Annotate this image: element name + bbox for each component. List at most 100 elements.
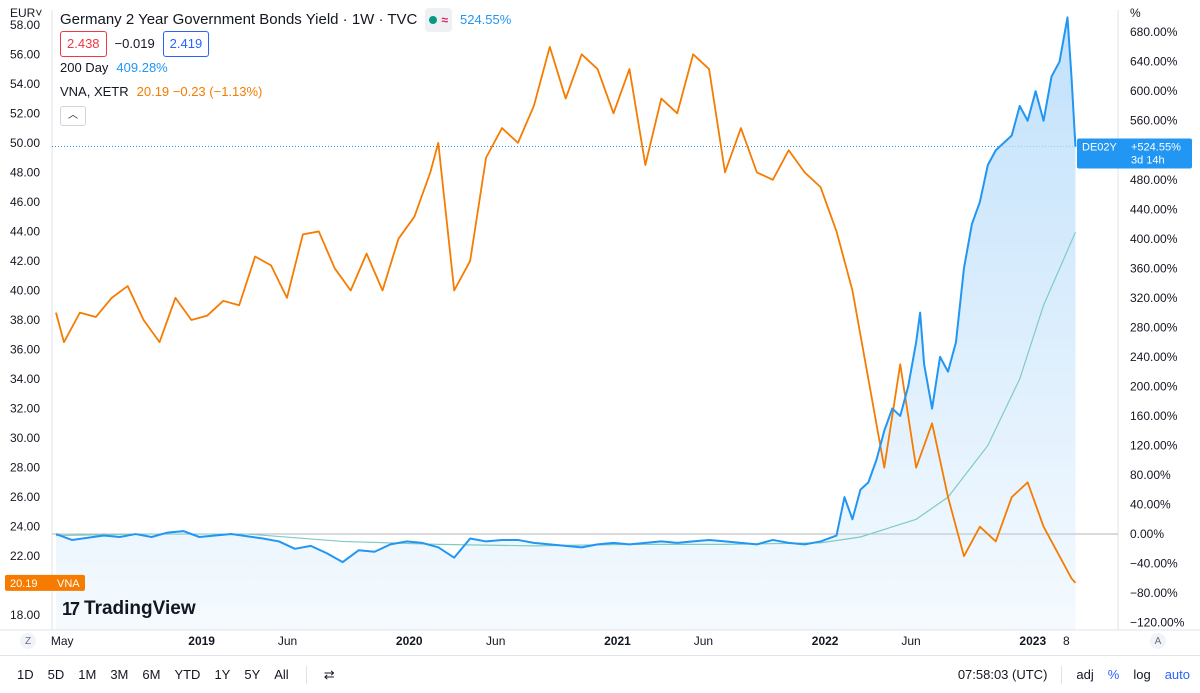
- toolbar-divider: [1061, 665, 1063, 684]
- yield-line: [55, 16, 1077, 564]
- y-left-tick-label: 32.00: [10, 402, 40, 416]
- range-buttons: 1D 5D 1M 3M 6M YTD 1Y 5Y All ⇄: [0, 665, 342, 684]
- y-right-tick-label: −120.00%: [1130, 616, 1185, 630]
- y-left-tick-label: 42.00: [10, 254, 40, 268]
- de02y-price-tag: [1077, 138, 1192, 169]
- compare-range-icon[interactable]: ⇄: [323, 666, 335, 682]
- vna-price-tag: [5, 574, 85, 591]
- legend-collapse-row: ︿: [60, 104, 511, 128]
- quote-values-row: 2.438 −0.019 2.419: [60, 31, 511, 57]
- x-tick-label: Jun: [486, 634, 505, 648]
- range-1d-button[interactable]: 1D: [17, 667, 34, 682]
- percent-scale-toggle[interactable]: %: [1107, 667, 1120, 682]
- sell-value-box[interactable]: 2.438: [60, 31, 107, 57]
- x-tick-label: May: [51, 634, 74, 648]
- y-left-tick-label: 34.00: [10, 372, 40, 386]
- y-left-tick-label: 22.00: [10, 549, 40, 563]
- range-1m-button[interactable]: 1M: [78, 667, 97, 682]
- ma-value: 409.28%: [116, 60, 168, 75]
- de02y-tag-change: +524.55%: [1131, 142, 1181, 154]
- compare-symbol-name: VNA, XETR: [60, 84, 129, 99]
- y-left-tick-label: 48.00: [10, 165, 40, 179]
- y-left-tick-label: 24.00: [10, 520, 40, 534]
- x-tick-label: Jun: [901, 634, 920, 648]
- ma-label: 200 Day: [60, 60, 109, 75]
- x-tick-label: 2021: [604, 634, 631, 648]
- range-6m-button[interactable]: 6M: [142, 667, 161, 682]
- y-left-tick-label: 56.00: [10, 47, 40, 61]
- x-tick-label: 2020: [396, 634, 423, 648]
- ma-legend[interactable]: 200 Day 409.28%: [60, 56, 511, 80]
- y-left-tick-label: 28.00: [10, 461, 40, 475]
- tradingview-logo-icon: 17: [62, 598, 80, 619]
- chevron-down-icon: ˅: [35, 6, 43, 20]
- x-tick-label: 8: [1063, 634, 1070, 648]
- x-tick-label: Jun: [694, 634, 713, 648]
- de02y-tag-countdown: 3d 14h: [1131, 155, 1165, 167]
- currency-label[interactable]: EUR˅: [10, 6, 43, 20]
- y-right-tick-label: 80.00%: [1130, 468, 1171, 482]
- clock-time[interactable]: 07:58:03 (UTC): [957, 667, 1048, 682]
- zoom-reset-button[interactable]: Z: [20, 633, 36, 649]
- vna-line: [55, 46, 1077, 584]
- auto-scale-toggle[interactable]: auto: [1164, 667, 1190, 682]
- compare-legend[interactable]: VNA, XETR 20.19 −0.23 (−1.13%): [60, 80, 511, 104]
- y-left-tick-label: 44.00: [10, 224, 40, 238]
- y-right-tick-label: 680.00%: [1130, 25, 1178, 39]
- series-title: Germany 2 Year Government Bonds Yield · …: [60, 11, 418, 28]
- y-right-tick-label: 400.00%: [1130, 232, 1178, 246]
- y-right-tick-label: 160.00%: [1130, 409, 1178, 423]
- spread-value: −0.019: [114, 36, 155, 51]
- collapse-legend-button[interactable]: ︿: [60, 106, 86, 126]
- tradingview-logo[interactable]: 17 TradingView: [62, 598, 196, 620]
- x-tick-label: 2022: [812, 634, 839, 648]
- chart-legend: Germany 2 Year Government Bonds Yield · …: [60, 8, 511, 128]
- ma-200-line: [55, 231, 1076, 547]
- chevron-up-icon: ︿: [68, 110, 78, 121]
- y-right-tick-label: −40.00%: [1130, 557, 1178, 571]
- x-tick-label: 2023: [1019, 634, 1046, 648]
- status-pill[interactable]: ≈: [425, 8, 452, 32]
- log-scale-toggle[interactable]: log: [1133, 667, 1151, 682]
- yield-area: [55, 17, 1076, 630]
- y-left-tick-label: 54.00: [10, 77, 40, 91]
- adjust-toggle[interactable]: adj: [1076, 667, 1094, 682]
- y-left-tick-label: 30.00: [10, 431, 40, 445]
- range-all-button[interactable]: All: [274, 667, 289, 682]
- range-ytd-button[interactable]: YTD: [174, 667, 201, 682]
- vna-tag-name: VNA: [57, 578, 80, 590]
- y-right-tick-label: 200.00%: [1130, 379, 1178, 393]
- y-right-tick-label: 120.00%: [1130, 438, 1178, 452]
- y-left-tick-label: 52.00: [10, 106, 40, 120]
- tradingview-logo-text: TradingView: [84, 598, 196, 619]
- y-right-tick-label: 480.00%: [1130, 173, 1178, 187]
- buy-value-box[interactable]: 2.419: [162, 31, 210, 57]
- auto-icon: A: [1154, 635, 1162, 647]
- x-tick-label: Jun: [278, 634, 297, 648]
- y-right-tick-label: 640.00%: [1130, 55, 1178, 69]
- percent-unit-label: %: [1130, 6, 1141, 20]
- y-right-tick-label: −80.00%: [1130, 586, 1178, 600]
- range-5d-button[interactable]: 5D: [47, 667, 65, 682]
- auto-scale-button[interactable]: A: [1150, 633, 1166, 649]
- y-right-tick-label: 600.00%: [1130, 84, 1178, 98]
- y-left-tick-label: 38.00: [10, 313, 40, 327]
- range-5y-button[interactable]: 5Y: [244, 667, 261, 682]
- main-series-legend[interactable]: Germany 2 Year Government Bonds Yield · …: [60, 8, 511, 32]
- y-left-tick-label: 26.00: [10, 490, 40, 504]
- y-right-tick-label: 280.00%: [1130, 320, 1178, 334]
- range-3m-button[interactable]: 3M: [110, 667, 129, 682]
- range-1y-button[interactable]: 1Y: [214, 667, 231, 682]
- toolbar-divider: [305, 665, 307, 684]
- y-right-tick-label: 320.00%: [1130, 291, 1178, 305]
- compare-symbol-values: 20.19 −0.23 (−1.13%): [136, 84, 263, 99]
- y-right-tick-label: 560.00%: [1130, 114, 1178, 128]
- zoom-icon: Z: [24, 635, 32, 647]
- y-left-tick-label: 40.00: [10, 283, 40, 297]
- bottom-toolbar: 1D 5D 1M 3M 6M YTD 1Y 5Y All ⇄ 07:58:03 …: [0, 655, 1200, 693]
- y-right-tick-label: 0.00%: [1130, 527, 1164, 541]
- de02y-tag-name: DE02Y: [1082, 142, 1118, 154]
- main-change-value: 524.55%: [459, 12, 512, 27]
- y-right-tick-label: 360.00%: [1130, 261, 1178, 275]
